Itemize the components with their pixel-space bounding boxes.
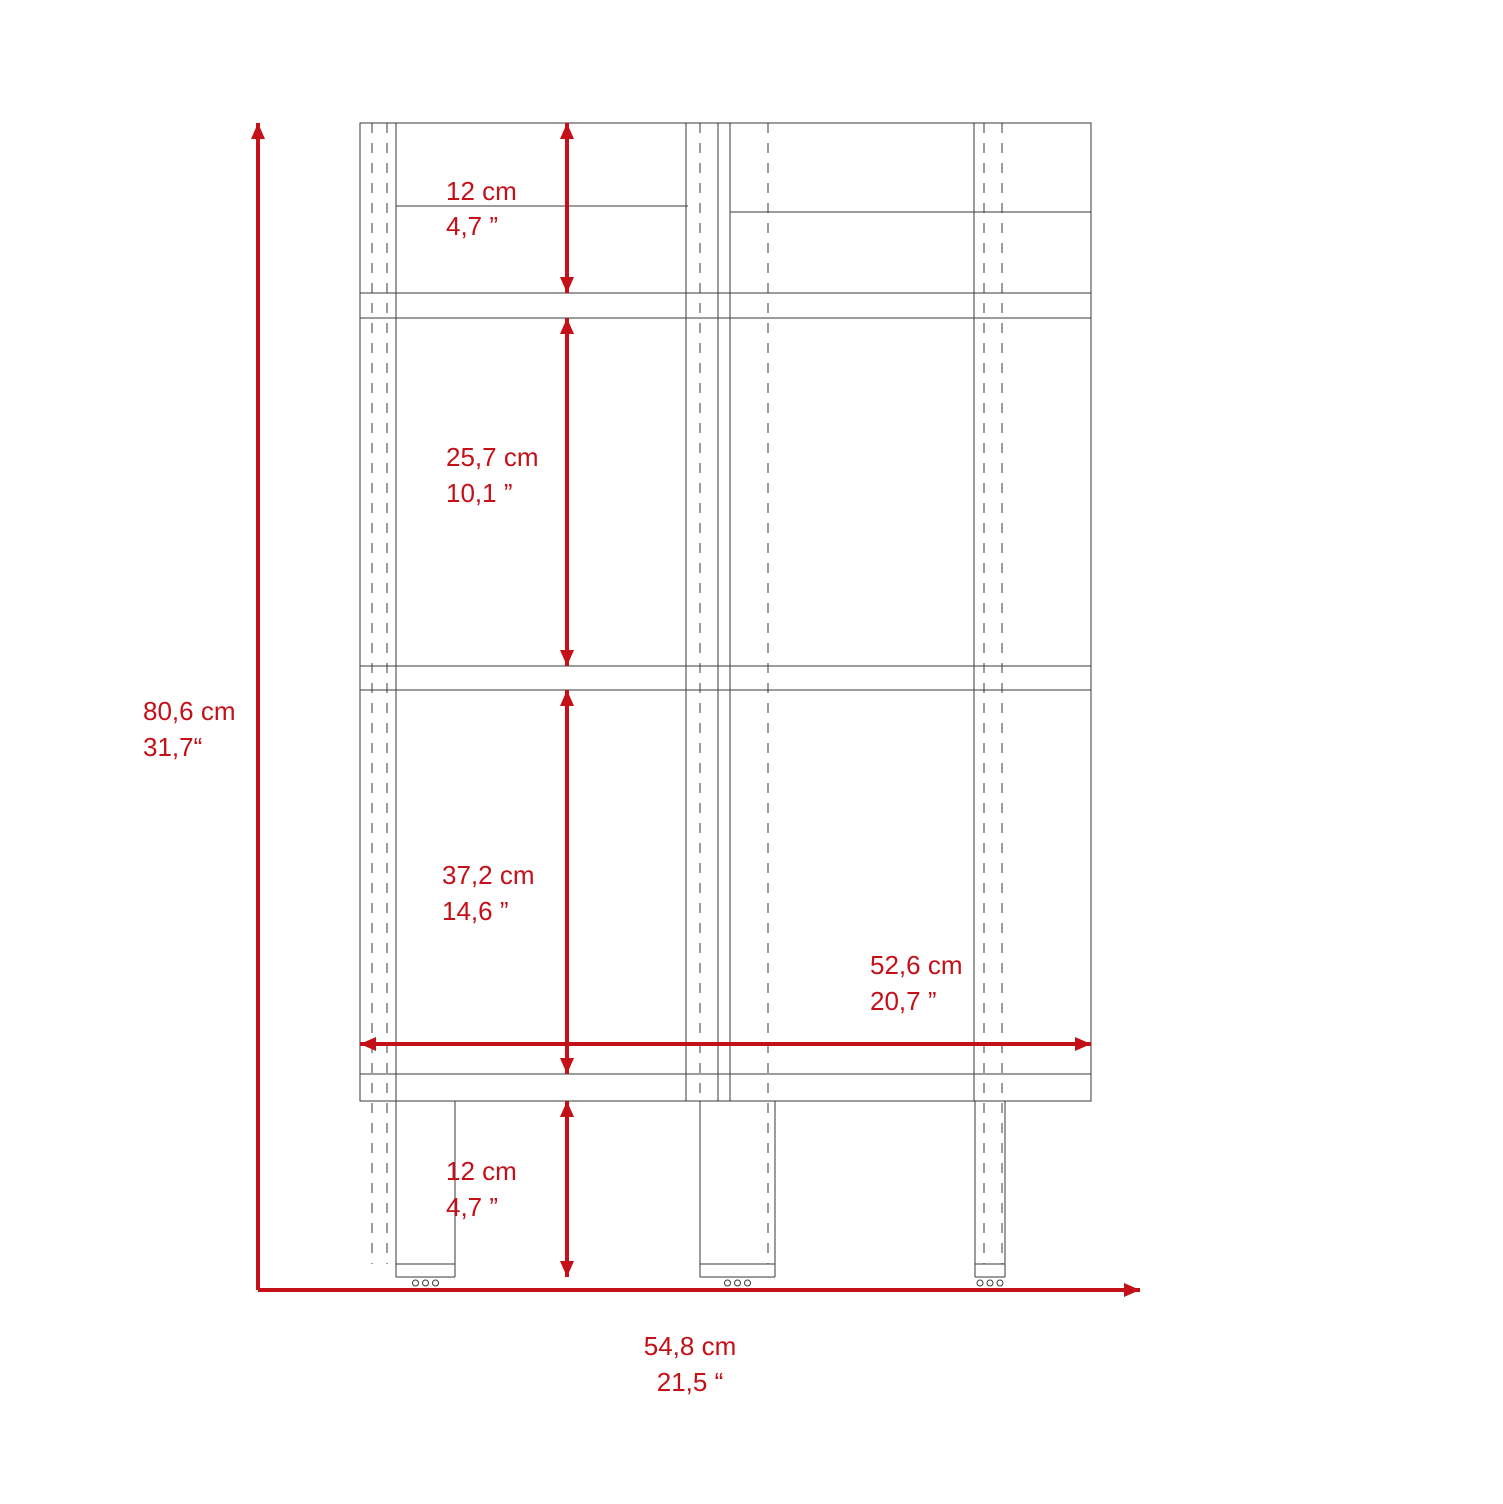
dim-label-seg2-cm: 25,7 cm xyxy=(446,442,539,472)
foot-icon xyxy=(413,1280,419,1286)
foot-icon xyxy=(987,1280,993,1286)
dim-label-overall-height-cm: 80,6 cm xyxy=(143,696,236,726)
arrow-head xyxy=(560,650,574,666)
foot-icon xyxy=(735,1280,741,1286)
foot-icon xyxy=(433,1280,439,1286)
dim-label-seg4-in: 4,7 ” xyxy=(446,1192,498,1222)
dim-label-seg4-cm: 12 cm xyxy=(446,1156,517,1186)
foot-icon xyxy=(745,1280,751,1286)
arrow-head xyxy=(560,123,574,139)
arrow-head xyxy=(251,123,265,139)
outline-rect xyxy=(360,123,1091,1101)
arrow-head xyxy=(560,318,574,334)
arrow-head xyxy=(1075,1037,1091,1051)
arrow-head xyxy=(560,690,574,706)
dim-label-seg2-in: 10,1 ” xyxy=(446,478,513,508)
foot-icon xyxy=(977,1280,983,1286)
dim-label-seg3-cm: 37,2 cm xyxy=(442,860,535,890)
foot-icon xyxy=(725,1280,731,1286)
arrow-head xyxy=(560,1261,574,1277)
foot-icon xyxy=(423,1280,429,1286)
dim-label-inner-width-cm: 52,6 cm xyxy=(870,950,963,980)
dim-label-seg1-in: 4,7 ” xyxy=(446,211,498,241)
arrow-head xyxy=(1124,1283,1140,1297)
arrow-head xyxy=(560,1058,574,1074)
dim-label-overall-height-in: 31,7“ xyxy=(143,732,202,762)
arrow-head xyxy=(360,1037,376,1051)
dim-label-seg1-cm: 12 cm xyxy=(446,176,517,206)
dim-label-inner-width-in: 20,7 ” xyxy=(870,986,937,1016)
arrow-head xyxy=(560,277,574,293)
dim-label-overall-width-in: 21,5 “ xyxy=(657,1367,724,1397)
dim-label-seg3-in: 14,6 ” xyxy=(442,896,509,926)
dim-label-overall-width-cm: 54,8 cm xyxy=(644,1331,737,1361)
foot-icon xyxy=(997,1280,1003,1286)
arrow-head xyxy=(560,1101,574,1117)
